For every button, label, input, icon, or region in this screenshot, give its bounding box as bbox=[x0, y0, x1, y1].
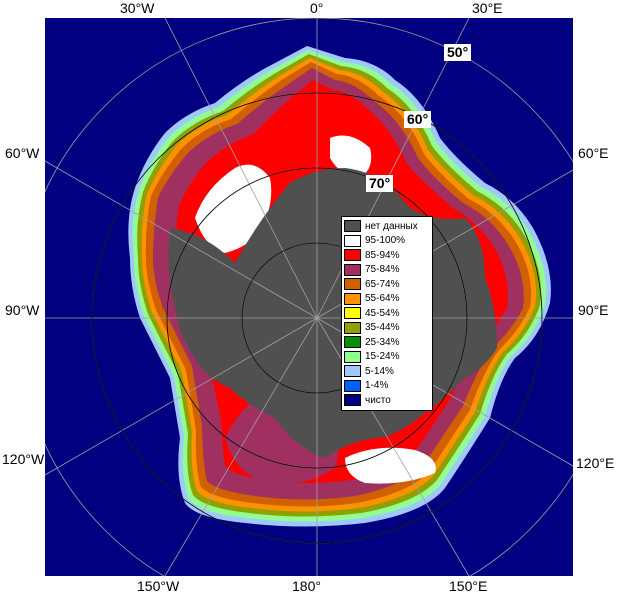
lon-label-right-120e: 120°E bbox=[576, 455, 615, 471]
legend-swatch bbox=[344, 379, 361, 392]
lon-label-top-30e: 30°E bbox=[472, 0, 503, 16]
lon-label-bottom-180: 180° bbox=[292, 578, 321, 594]
lon-label-right-90e: 90°E bbox=[578, 302, 609, 318]
lon-label-left-90w: 90°W bbox=[5, 302, 40, 318]
legend-item: 25-34% bbox=[344, 335, 432, 350]
legend: нет данных 95-100% 85-94% 75-84% 65-74% 55-64… bbox=[341, 216, 433, 411]
legend-label: 25-34% bbox=[365, 336, 400, 348]
legend-swatch bbox=[344, 307, 361, 320]
ice-band-95-100-south bbox=[345, 447, 436, 484]
legend-label: 45-54% bbox=[365, 307, 400, 319]
lon-label-top-0: 0° bbox=[310, 0, 324, 16]
legend-label: 85-94% bbox=[365, 249, 400, 261]
lon-label-left-120w: 120°W bbox=[2, 451, 45, 467]
legend-item: 65-74% bbox=[344, 277, 432, 292]
legend-item: 15-24% bbox=[344, 350, 432, 365]
ice-band-95-100-east bbox=[330, 135, 372, 178]
legend-label: чисто bbox=[365, 394, 391, 406]
lon-label-right-60e: 60°E bbox=[578, 145, 609, 161]
legend-label: 95-100% bbox=[365, 235, 406, 247]
legend-label: 1-4% bbox=[365, 380, 389, 392]
legend-item: чисто bbox=[344, 393, 432, 408]
legend-label: нет данных bbox=[365, 220, 418, 232]
lon-label-bottom-150e: 150°E bbox=[449, 578, 488, 594]
legend-item: 5-14% bbox=[344, 364, 432, 379]
legend-item: 35-44% bbox=[344, 321, 432, 336]
legend-swatch bbox=[344, 321, 361, 334]
lon-label-bottom-150w: 150°W bbox=[137, 578, 180, 594]
lon-label-left-60w: 60°W bbox=[5, 145, 40, 161]
legend-swatch bbox=[344, 220, 361, 233]
legend-item: нет данных bbox=[344, 219, 432, 234]
legend-item: 45-54% bbox=[344, 306, 432, 321]
legend-swatch bbox=[344, 234, 361, 247]
legend-swatch bbox=[344, 394, 361, 407]
legend-swatch bbox=[344, 292, 361, 305]
legend-label: 65-74% bbox=[365, 278, 400, 290]
legend-label: 5-14% bbox=[365, 365, 394, 377]
lat-label-60: 60° bbox=[404, 111, 432, 128]
legend-label: 15-24% bbox=[365, 351, 400, 363]
legend-label: 55-64% bbox=[365, 293, 400, 305]
legend-swatch bbox=[344, 278, 361, 291]
legend-item: 95-100% bbox=[344, 234, 432, 249]
lat-label-70: 70° bbox=[366, 175, 394, 192]
legend-label: 75-84% bbox=[365, 264, 400, 276]
legend-item: 55-64% bbox=[344, 292, 432, 307]
legend-item: 1-4% bbox=[344, 379, 432, 394]
lon-label-top-30w: 30°W bbox=[120, 0, 155, 16]
ice-concentration-map bbox=[45, 18, 573, 576]
legend-swatch bbox=[344, 350, 361, 363]
legend-item: 75-84% bbox=[344, 263, 432, 278]
legend-item: 85-94% bbox=[344, 248, 432, 263]
legend-swatch bbox=[344, 263, 361, 276]
legend-swatch bbox=[344, 365, 361, 378]
legend-label: 35-44% bbox=[365, 322, 400, 334]
legend-swatch bbox=[344, 336, 361, 349]
lat-label-50: 50° bbox=[444, 44, 472, 61]
ice-band-95-100-west bbox=[195, 164, 272, 253]
legend-swatch bbox=[344, 249, 361, 262]
